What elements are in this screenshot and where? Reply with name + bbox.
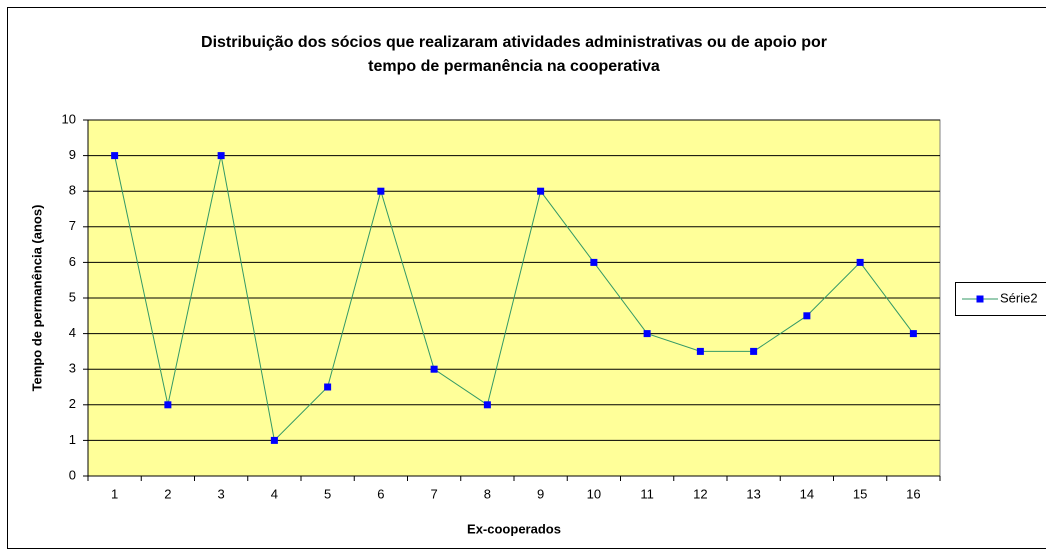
series-line bbox=[114, 155, 914, 442]
y-tick-label: 5 bbox=[69, 289, 76, 304]
marker bbox=[696, 347, 704, 355]
y-tick-label: 10 bbox=[62, 111, 76, 126]
legend-marker bbox=[976, 295, 984, 303]
x-tick-label: 14 bbox=[800, 486, 814, 501]
x-tick-label: 10 bbox=[587, 486, 601, 501]
y-tick-label: 2 bbox=[69, 396, 76, 411]
y-tick-label: 8 bbox=[69, 183, 76, 198]
chart-title: Distribuição dos sócios que realizaram a… bbox=[201, 34, 827, 51]
marker bbox=[377, 187, 385, 195]
y-tick-label: 7 bbox=[69, 218, 76, 233]
marker bbox=[217, 152, 225, 160]
x-tick-label: 12 bbox=[693, 486, 707, 501]
y-tick-label: 0 bbox=[69, 467, 76, 482]
legend-label: Série2 bbox=[1000, 290, 1038, 305]
x-tick-label: 6 bbox=[377, 486, 384, 501]
marker bbox=[856, 258, 864, 266]
x-tick-label: 11 bbox=[640, 486, 654, 501]
marker bbox=[909, 330, 917, 338]
x-tick-label: 15 bbox=[853, 486, 867, 501]
marker bbox=[643, 330, 651, 338]
y-tick-label: 1 bbox=[69, 432, 76, 447]
marker bbox=[270, 436, 278, 444]
marker bbox=[750, 347, 758, 355]
x-tick-label: 13 bbox=[746, 486, 760, 501]
y-tick-label: 4 bbox=[69, 325, 76, 340]
marker bbox=[537, 187, 545, 195]
x-tick-label: 3 bbox=[218, 486, 225, 501]
marker bbox=[483, 401, 491, 409]
x-tick-label: 2 bbox=[164, 486, 171, 501]
chart-title: tempo de permanência na cooperativa bbox=[368, 58, 660, 75]
x-tick-label: 4 bbox=[271, 486, 278, 501]
marker bbox=[803, 312, 811, 320]
y-tick-label: 9 bbox=[69, 147, 76, 162]
x-tick-label: 8 bbox=[484, 486, 491, 501]
x-tick-label: 1 bbox=[111, 486, 118, 501]
marker bbox=[430, 365, 438, 373]
marker bbox=[111, 152, 119, 160]
x-tick-label: 16 bbox=[906, 486, 920, 501]
marker bbox=[324, 383, 332, 391]
marker bbox=[590, 258, 598, 266]
y-axis-title: Tempo de permanência (anos) bbox=[29, 205, 44, 392]
x-tick-label: 5 bbox=[324, 486, 331, 501]
x-tick-label: 7 bbox=[431, 486, 438, 501]
y-tick-label: 6 bbox=[69, 254, 76, 269]
y-tick-label: 3 bbox=[69, 361, 76, 376]
marker bbox=[164, 401, 172, 409]
x-axis-title: Ex-cooperados bbox=[467, 521, 561, 536]
x-tick-label: 9 bbox=[537, 486, 544, 501]
